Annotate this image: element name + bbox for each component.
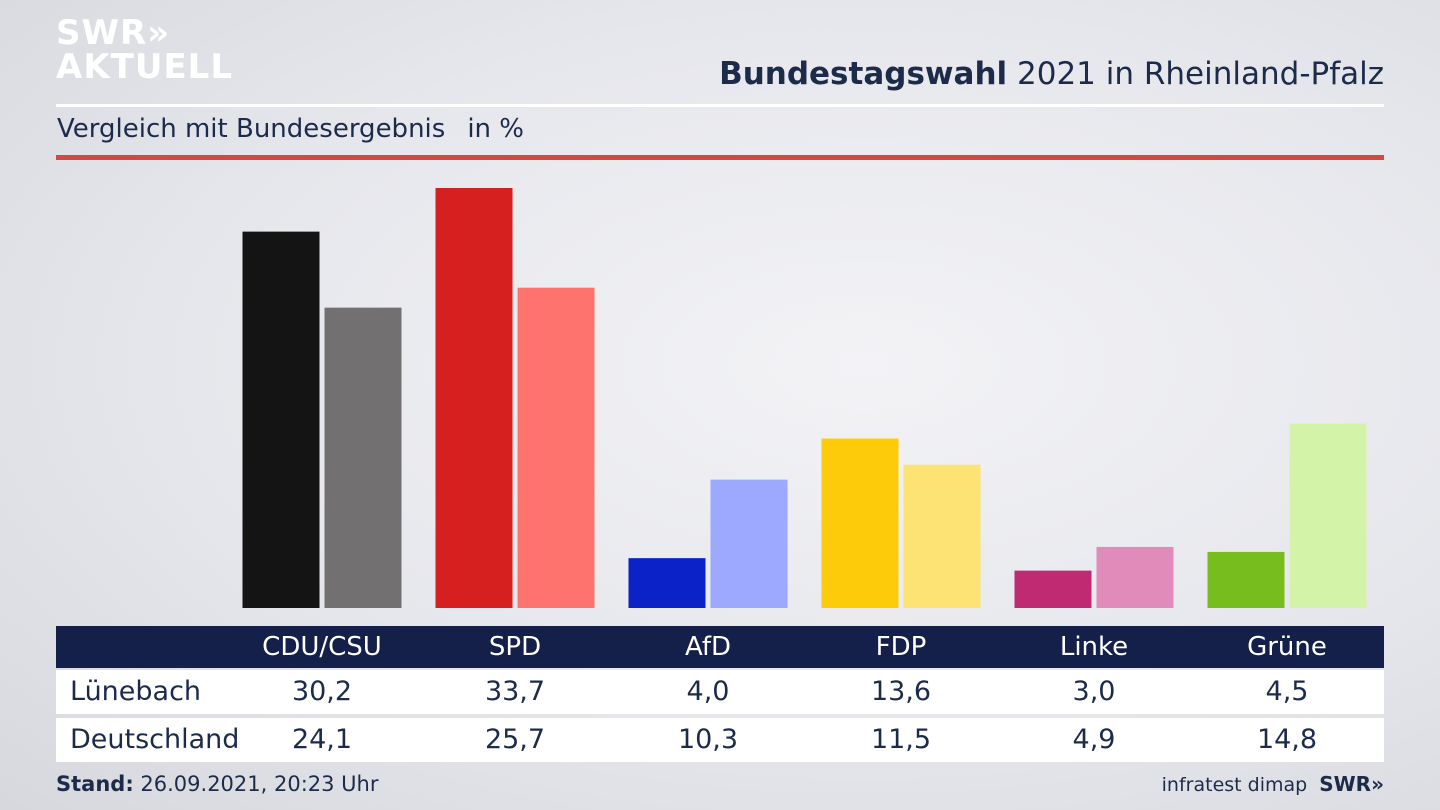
value-cell: 14,8 bbox=[1256, 724, 1318, 755]
bar-gr-ne-lünebach bbox=[1207, 551, 1285, 608]
bar-fdp-deutschland bbox=[903, 464, 981, 608]
value-cell: 3,0 bbox=[1072, 676, 1116, 707]
value-cell: 30,2 bbox=[291, 676, 353, 707]
bar-spd-lünebach bbox=[435, 188, 513, 608]
bar-linke-deutschland bbox=[1096, 546, 1174, 608]
value-cell: 11,5 bbox=[870, 724, 932, 755]
subtitle-text: Vergleich mit Bundesergebnis bbox=[57, 114, 446, 144]
chart-subtitle: Vergleich mit Bundesergebnis in % bbox=[57, 114, 524, 144]
bar-gr-ne-deutschland bbox=[1289, 423, 1367, 608]
page-title-bold: Bundestagswahl bbox=[719, 56, 1008, 92]
category-label: SPD bbox=[488, 632, 542, 662]
bar-linke-lünebach bbox=[1014, 570, 1092, 608]
bar-cdu-csu-lünebach bbox=[242, 231, 320, 608]
value-cell: 25,7 bbox=[484, 724, 546, 755]
stand-value: 26.09.2021, 20:23 Uhr bbox=[133, 772, 379, 796]
swr-brand-logo: SWR» bbox=[1319, 772, 1384, 796]
swr-aktuell-logo: SWR» AKTUELL bbox=[56, 16, 233, 84]
category-label: Linke bbox=[1059, 632, 1129, 662]
bar-cdu-csu-deutschland bbox=[324, 307, 402, 608]
bar-spd-deutschland bbox=[517, 287, 595, 608]
bar-afd-deutschland bbox=[710, 479, 788, 608]
table-row: Lünebach 30,2 33,7 4,0 13,6 3,0 4,5 bbox=[56, 670, 1384, 714]
stand-label: Stand: bbox=[56, 772, 134, 796]
subtitle-unit: in % bbox=[467, 114, 524, 144]
value-cell: 33,7 bbox=[484, 676, 546, 707]
source-credit: infratest dimap SWR» bbox=[1162, 772, 1384, 796]
category-label: CDU/CSU bbox=[262, 632, 382, 662]
source-name: infratest dimap bbox=[1161, 774, 1308, 796]
value-cell: 24,1 bbox=[291, 724, 353, 755]
table-row: Deutschland 24,1 25,7 10,3 11,5 4,9 14,8 bbox=[56, 718, 1384, 762]
header-divider bbox=[56, 104, 1384, 107]
bar-afd-lünebach bbox=[628, 558, 706, 608]
page-title-rest: 2021 in Rheinland-Pfalz bbox=[1007, 56, 1384, 92]
page-title: Bundestagswahl 2021 in Rheinland-Pfalz bbox=[719, 56, 1384, 92]
logo-line-2: AKTUELL bbox=[56, 47, 234, 87]
row-label: Lünebach bbox=[70, 676, 202, 707]
value-cell: 13,6 bbox=[870, 676, 932, 707]
category-label: Grüne bbox=[1247, 632, 1327, 662]
value-cell: 4,9 bbox=[1072, 724, 1116, 755]
value-cell: 10,3 bbox=[677, 724, 739, 755]
subtitle-divider bbox=[56, 155, 1384, 160]
timestamp: Stand: 26.09.2021, 20:23 Uhr bbox=[56, 772, 379, 796]
bar-fdp-lünebach bbox=[821, 438, 899, 608]
table-header-row: CDU/CSU SPD AfD FDP Linke Grüne bbox=[56, 626, 1384, 668]
category-label: AfD bbox=[684, 632, 732, 662]
value-cell: 4,0 bbox=[686, 676, 730, 707]
logo-line-1: SWR» bbox=[56, 13, 171, 53]
category-label: FDP bbox=[875, 632, 927, 662]
bar-chart bbox=[242, 188, 1367, 608]
row-label: Deutschland bbox=[70, 724, 240, 755]
value-cell: 4,5 bbox=[1265, 676, 1309, 707]
